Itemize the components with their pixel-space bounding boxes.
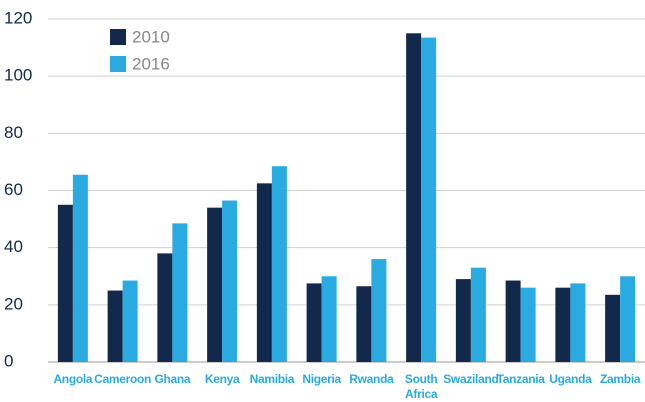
y-tick-label: 40 <box>4 237 23 256</box>
bar <box>520 287 536 362</box>
y-tick-label: 0 <box>4 351 13 370</box>
x-tick-label: Kenya <box>204 372 240 386</box>
bar <box>321 276 337 362</box>
bar <box>172 223 188 362</box>
x-tick-label: Uganda <box>549 372 592 386</box>
bar <box>470 267 486 362</box>
bar <box>222 200 238 362</box>
bar <box>406 33 422 363</box>
bar <box>72 174 88 362</box>
bar <box>555 287 571 362</box>
y-tick-label: 80 <box>4 123 23 142</box>
bar <box>620 276 636 362</box>
legend-label: 2010 <box>132 27 170 46</box>
y-tick-label: 120 <box>4 8 32 27</box>
y-tick-label: 100 <box>4 66 32 85</box>
bar <box>256 183 272 362</box>
bar <box>605 294 621 362</box>
bar <box>306 283 322 362</box>
x-tick-label: Tanzania <box>496 372 545 386</box>
bar <box>157 253 173 362</box>
x-tick-label: Swaziland <box>443 372 499 386</box>
bar <box>271 166 287 362</box>
y-tick-label: 60 <box>4 180 23 199</box>
x-tick-label: Ghana <box>154 372 191 386</box>
y-tick-label: 20 <box>4 294 23 313</box>
legend-label: 2016 <box>132 54 170 73</box>
x-tick-label: Zambia <box>600 372 641 386</box>
bar <box>421 37 437 363</box>
x-tick-label: Namibia <box>249 372 295 386</box>
x-tick-label: South Africa <box>404 372 438 401</box>
bar <box>356 286 372 362</box>
legend-swatch <box>110 29 126 45</box>
bar <box>505 280 521 362</box>
bar <box>371 259 387 362</box>
bar <box>57 204 73 362</box>
legend-swatch <box>110 56 126 72</box>
x-tick-label: Nigeria <box>302 372 341 386</box>
bar <box>207 207 223 362</box>
x-tick-label: Angola <box>53 372 93 386</box>
bar <box>122 280 138 362</box>
bar <box>107 290 123 362</box>
x-tick-label: Rwanda <box>349 372 394 386</box>
bar <box>455 279 471 362</box>
bar <box>570 283 586 362</box>
x-tick-label: Cameroon <box>94 372 152 386</box>
